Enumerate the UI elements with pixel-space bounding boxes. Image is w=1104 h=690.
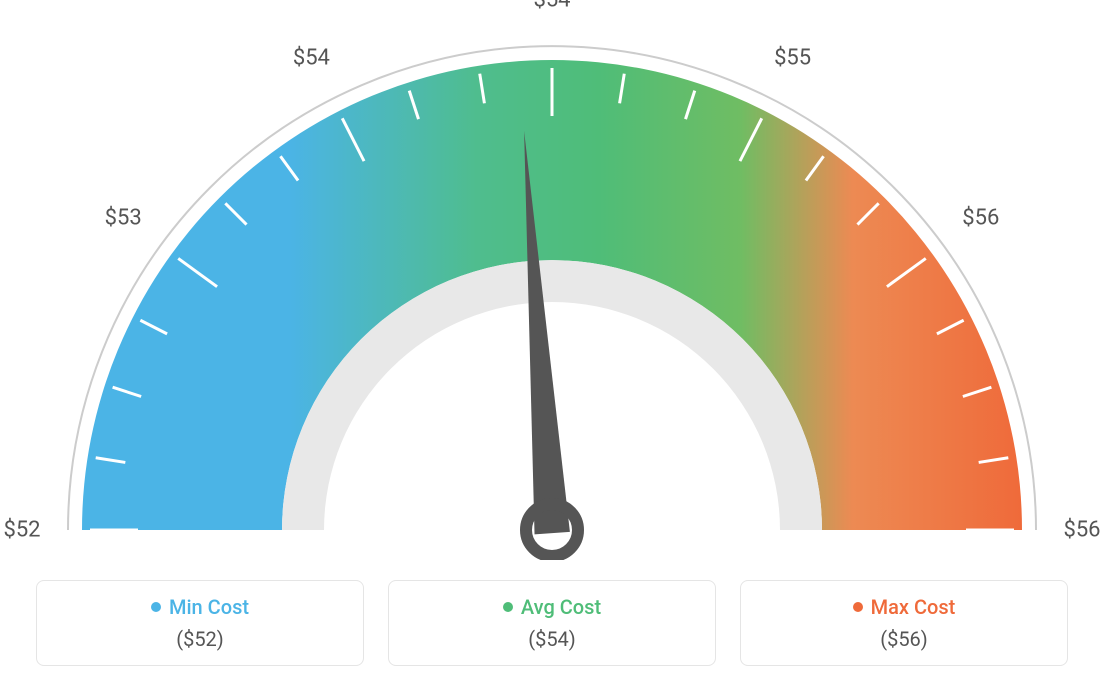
legend-label-max: Max Cost	[871, 595, 956, 619]
legend-value-min: ($52)	[55, 627, 345, 651]
gauge-tick-label: $56	[1063, 518, 1100, 543]
legend-row: Min Cost ($52) Avg Cost ($54) Max Cost (…	[0, 580, 1104, 666]
legend-value-max: ($56)	[759, 627, 1049, 651]
legend-card-min: Min Cost ($52)	[36, 580, 364, 666]
legend-card-max: Max Cost ($56)	[740, 580, 1068, 666]
gauge-tick-label: $52	[3, 518, 40, 543]
gauge-chart: $52 $53 $54 $54 $55 $56 $56	[0, 0, 1104, 560]
legend-dot-max	[853, 602, 863, 612]
gauge-svg	[0, 0, 1104, 560]
legend-label-avg: Avg Cost	[521, 595, 601, 619]
gauge-tick-label: $54	[533, 0, 570, 13]
gauge-tick-label: $55	[774, 45, 811, 70]
gauge-tick-label: $53	[105, 206, 142, 231]
legend-title-row: Min Cost	[55, 595, 345, 619]
gauge-tick-label: $54	[293, 45, 330, 70]
legend-card-avg: Avg Cost ($54)	[388, 580, 716, 666]
gauge-tick-label: $56	[962, 206, 999, 231]
legend-value-avg: ($54)	[407, 627, 697, 651]
legend-title-row: Max Cost	[759, 595, 1049, 619]
legend-title-row: Avg Cost	[407, 595, 697, 619]
legend-label-min: Min Cost	[169, 595, 249, 619]
legend-dot-avg	[503, 602, 513, 612]
legend-dot-min	[151, 602, 161, 612]
